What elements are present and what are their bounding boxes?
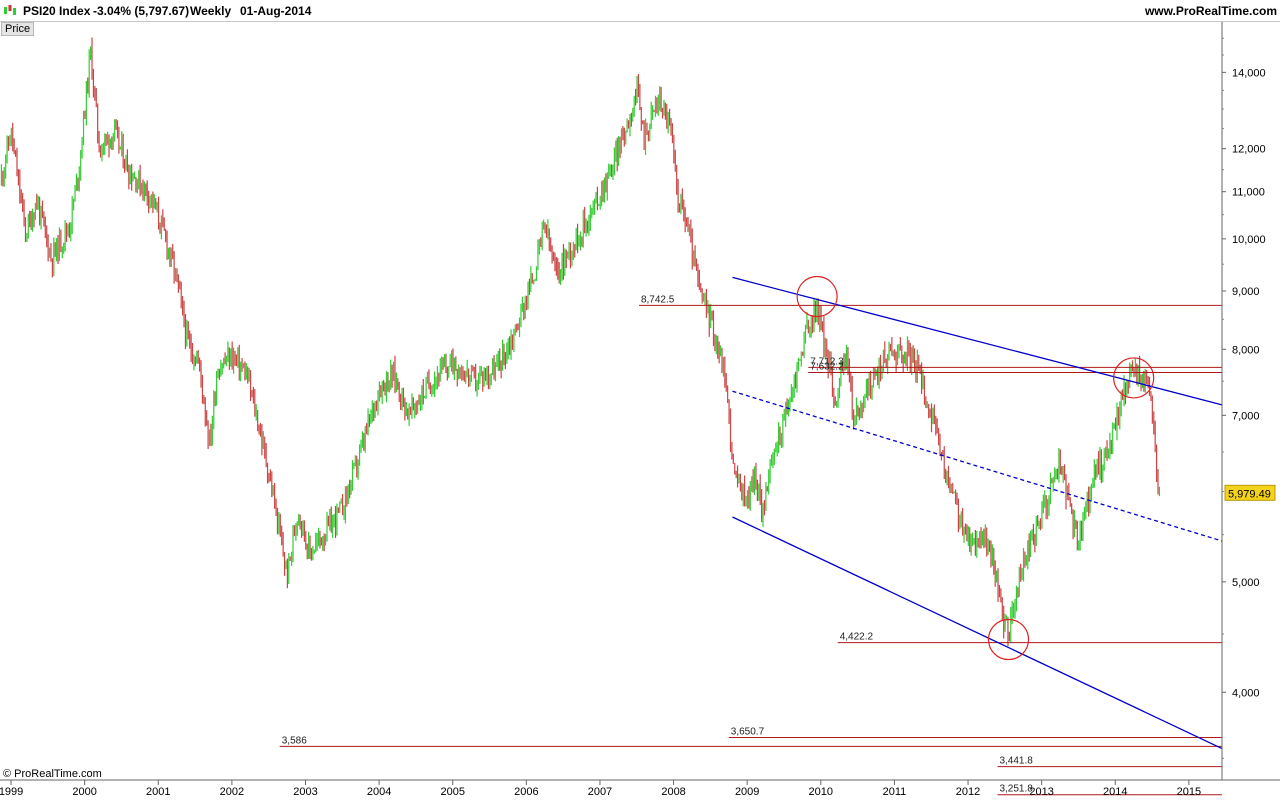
chart-header-bar: PSI20 Index -3.04% (5,797.67) Weekly 01-… [0,0,1280,22]
channel-midline [732,390,1223,542]
y-tick-label: 14,000 [1232,67,1266,79]
candlestick-app-icon [4,5,16,15]
x-tick-label: 2000 [72,786,96,798]
level-label: 3,586 [282,735,307,746]
y-tick-label: 8,000 [1232,344,1260,356]
y-tick-label: 5,000 [1232,577,1260,589]
price-panel-tab[interactable]: Price [1,22,35,36]
x-tick-label: 2003 [293,786,317,798]
x-tick-label: 2005 [440,786,464,798]
y-tick-label: 10,000 [1232,234,1266,246]
channel-layer [732,276,1223,750]
copyright-label: © ProRealTime.com [3,768,102,780]
level-label: 3,251.8 [999,784,1033,795]
x-tick-label: 2014 [1103,786,1127,798]
last-price-marker [1224,484,1276,501]
last-price-label: 5,979.49 [1228,488,1271,500]
period-label: Weekly [190,4,232,18]
level-label: 8,742.5 [641,294,675,305]
x-tick-label: 2015 [1177,786,1201,798]
y-tick-label: 11,000 [1232,187,1265,199]
highlight-circle [987,618,1030,661]
x-tick-label: 2012 [956,786,980,798]
candles-layer [0,37,1161,647]
price-change-label: -3.04% (5,797.67) [93,4,190,18]
x-tick-label: 2002 [220,786,244,798]
highlight-circle [796,275,838,318]
circles-layer [796,275,1155,661]
x-tick-label: 2013 [1029,786,1053,798]
x-tick-label: 1999 [0,786,23,798]
level-label: 7,712.3 [810,356,844,367]
x-tick-label: 2006 [514,786,538,798]
x-tick-label: 2008 [661,786,685,798]
channel-line [732,516,1223,750]
level-label: 7,632.2 [810,362,844,373]
x-tick-label: 2011 [883,786,907,798]
highlight-circle [1113,357,1155,399]
level-label: 3,441.8 [999,756,1033,767]
x-tick-label: 2010 [809,786,833,798]
y-tick-label: 9,000 [1232,286,1260,298]
x-tick-label: 2007 [588,786,612,798]
levels-layer: 8,742.5 7,712.37,632.2 4,422.2 3,650.7 3,586… [279,294,1222,796]
symbol-label: PSI20 Index [23,4,91,18]
channel-line [732,276,1223,406]
x-tick-label: 2004 [367,786,391,798]
date-label: 01-Aug-2014 [240,4,312,18]
x-tick-label: 2009 [735,786,759,798]
level-label: 3,650.7 [731,726,765,737]
y-tick-label: 7,000 [1232,410,1260,422]
y-tick-label: 12,000 [1232,144,1266,156]
y-tick-label: 4,000 [1232,687,1260,699]
x-tick-label: 2001 [146,786,170,798]
axes-layer: 4,000 5,000 7,000 8,000 9,000 10,000 11,000 12,… [0,22,1280,798]
level-label: 4,422.2 [840,632,874,643]
website-label[interactable]: www.ProRealTime.com [1144,4,1277,18]
